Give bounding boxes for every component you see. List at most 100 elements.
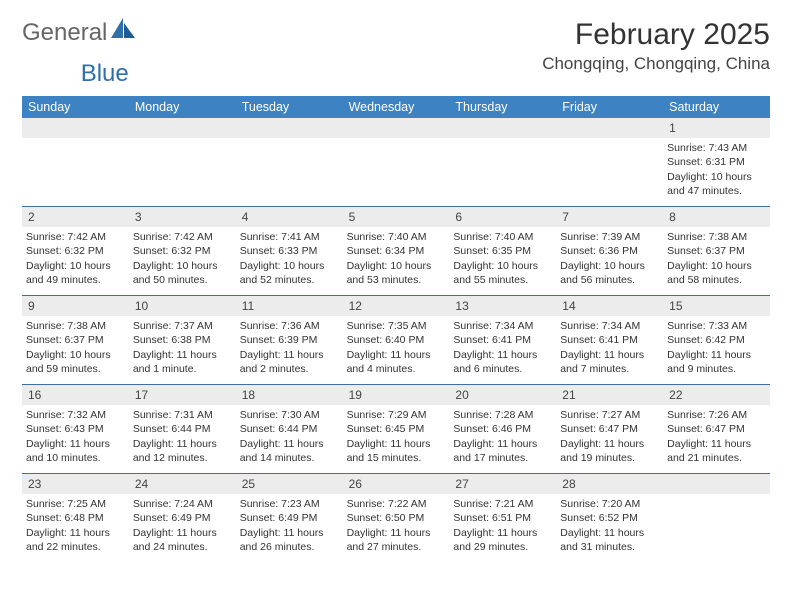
weekday-header: Sunday (22, 96, 129, 118)
day-info-line: Sunrise: 7:22 AM (347, 497, 446, 511)
day-info-line: and 19 minutes. (560, 451, 659, 465)
day-info-line: and 10 minutes. (26, 451, 125, 465)
day-info-line: and 27 minutes. (347, 540, 446, 554)
day-info-line: and 47 minutes. (667, 184, 766, 198)
day-info-line: and 7 minutes. (560, 362, 659, 376)
day-info-line: Daylight: 11 hours (240, 526, 339, 540)
day-info-line: Sunset: 6:48 PM (26, 511, 125, 525)
day-info-line: Sunset: 6:41 PM (560, 333, 659, 347)
calendar: SundayMondayTuesdayWednesdayThursdayFrid… (22, 96, 770, 562)
day-info-line: Sunset: 6:49 PM (240, 511, 339, 525)
day-info-line: Daylight: 11 hours (560, 437, 659, 451)
day-info-line: and 50 minutes. (133, 273, 232, 287)
day-info-line: Daylight: 11 hours (560, 526, 659, 540)
day-info-line: Sunset: 6:37 PM (667, 244, 766, 258)
day-number: 15 (663, 296, 770, 316)
day-info-line: Sunset: 6:42 PM (667, 333, 766, 347)
calendar-day-cell: 15Sunrise: 7:33 AMSunset: 6:42 PMDayligh… (663, 296, 770, 384)
day-info-line: Daylight: 11 hours (347, 437, 446, 451)
calendar-week-row: 23Sunrise: 7:25 AMSunset: 6:48 PMDayligh… (22, 473, 770, 562)
day-info-line: and 24 minutes. (133, 540, 232, 554)
day-number: 2 (22, 207, 129, 227)
day-number: . (129, 118, 236, 138)
day-number: 1 (663, 118, 770, 138)
day-info-line: Daylight: 10 hours (133, 259, 232, 273)
day-info-line: Sunset: 6:31 PM (667, 155, 766, 169)
day-info-line: Sunset: 6:49 PM (133, 511, 232, 525)
day-info-line: Daylight: 10 hours (26, 348, 125, 362)
day-number: 5 (343, 207, 450, 227)
day-info-line: Daylight: 11 hours (133, 526, 232, 540)
title-block: February 2025 Chongqing, Chongqing, Chin… (542, 18, 770, 74)
day-info-line: and 14 minutes. (240, 451, 339, 465)
weekday-header: Thursday (449, 96, 556, 118)
day-info-line: Sunrise: 7:40 AM (347, 230, 446, 244)
day-info-line: Sunrise: 7:42 AM (26, 230, 125, 244)
day-info-line: and 49 minutes. (26, 273, 125, 287)
calendar-day-cell: 24Sunrise: 7:24 AMSunset: 6:49 PMDayligh… (129, 474, 236, 562)
day-info-line: Daylight: 10 hours (560, 259, 659, 273)
day-number: 25 (236, 474, 343, 494)
day-info-line: Sunrise: 7:38 AM (26, 319, 125, 333)
day-number: 3 (129, 207, 236, 227)
day-number: 27 (449, 474, 556, 494)
day-info-line: Sunset: 6:41 PM (453, 333, 552, 347)
day-info-line: Daylight: 11 hours (453, 348, 552, 362)
day-number: 6 (449, 207, 556, 227)
calendar-day-cell: 19Sunrise: 7:29 AMSunset: 6:45 PMDayligh… (343, 385, 450, 473)
calendar-day-cell: 13Sunrise: 7:34 AMSunset: 6:41 PMDayligh… (449, 296, 556, 384)
weekday-header-row: SundayMondayTuesdayWednesdayThursdayFrid… (22, 96, 770, 118)
calendar-day-cell: 23Sunrise: 7:25 AMSunset: 6:48 PMDayligh… (22, 474, 129, 562)
day-info-line: Daylight: 11 hours (667, 437, 766, 451)
day-info-line: Daylight: 11 hours (240, 437, 339, 451)
calendar-day-cell: 7Sunrise: 7:39 AMSunset: 6:36 PMDaylight… (556, 207, 663, 295)
day-info-line: Sunrise: 7:21 AM (453, 497, 552, 511)
day-info-line: Daylight: 10 hours (347, 259, 446, 273)
day-info-line: Sunset: 6:45 PM (347, 422, 446, 436)
day-info-line: and 17 minutes. (453, 451, 552, 465)
day-number: . (343, 118, 450, 138)
calendar-day-cell: 10Sunrise: 7:37 AMSunset: 6:38 PMDayligh… (129, 296, 236, 384)
day-info-line: Daylight: 10 hours (453, 259, 552, 273)
day-info-line: Sunrise: 7:28 AM (453, 408, 552, 422)
day-info-line: Sunrise: 7:30 AM (240, 408, 339, 422)
calendar-week-row: 2Sunrise: 7:42 AMSunset: 6:32 PMDaylight… (22, 206, 770, 295)
day-info-line: Daylight: 10 hours (667, 259, 766, 273)
day-number: 18 (236, 385, 343, 405)
day-info-line: and 55 minutes. (453, 273, 552, 287)
day-number: 22 (663, 385, 770, 405)
day-info-line: and 22 minutes. (26, 540, 125, 554)
weekday-header: Friday (556, 96, 663, 118)
day-info-line: Sunset: 6:39 PM (240, 333, 339, 347)
calendar-day-cell: 25Sunrise: 7:23 AMSunset: 6:49 PMDayligh… (236, 474, 343, 562)
day-info-line: Daylight: 11 hours (453, 526, 552, 540)
day-info-line: Sunrise: 7:32 AM (26, 408, 125, 422)
calendar-day-cell: 14Sunrise: 7:34 AMSunset: 6:41 PMDayligh… (556, 296, 663, 384)
day-number: 11 (236, 296, 343, 316)
brand-text-blue: Blue (81, 60, 129, 88)
day-info-line: Sunrise: 7:37 AM (133, 319, 232, 333)
day-info-line: Daylight: 11 hours (560, 348, 659, 362)
day-info-line: and 52 minutes. (240, 273, 339, 287)
day-info-line: Daylight: 11 hours (347, 348, 446, 362)
day-info-line: Daylight: 11 hours (667, 348, 766, 362)
calendar-day-cell: . (449, 118, 556, 206)
day-info-line: Sunset: 6:38 PM (133, 333, 232, 347)
calendar-day-cell: . (343, 118, 450, 206)
calendar-day-cell: . (556, 118, 663, 206)
day-number: 7 (556, 207, 663, 227)
day-number: 4 (236, 207, 343, 227)
day-number: 9 (22, 296, 129, 316)
calendar-day-cell: 8Sunrise: 7:38 AMSunset: 6:37 PMDaylight… (663, 207, 770, 295)
brand-logo: General (22, 18, 139, 47)
calendar-day-cell: 28Sunrise: 7:20 AMSunset: 6:52 PMDayligh… (556, 474, 663, 562)
day-info-line: Sunrise: 7:36 AM (240, 319, 339, 333)
day-info-line: Sunrise: 7:41 AM (240, 230, 339, 244)
sail-icon (107, 18, 139, 47)
calendar-day-cell: 16Sunrise: 7:32 AMSunset: 6:43 PMDayligh… (22, 385, 129, 473)
day-info-line: Sunrise: 7:35 AM (347, 319, 446, 333)
day-number: 21 (556, 385, 663, 405)
day-info-line: Sunrise: 7:34 AM (560, 319, 659, 333)
day-info-line: Sunrise: 7:24 AM (133, 497, 232, 511)
day-info-line: and 58 minutes. (667, 273, 766, 287)
